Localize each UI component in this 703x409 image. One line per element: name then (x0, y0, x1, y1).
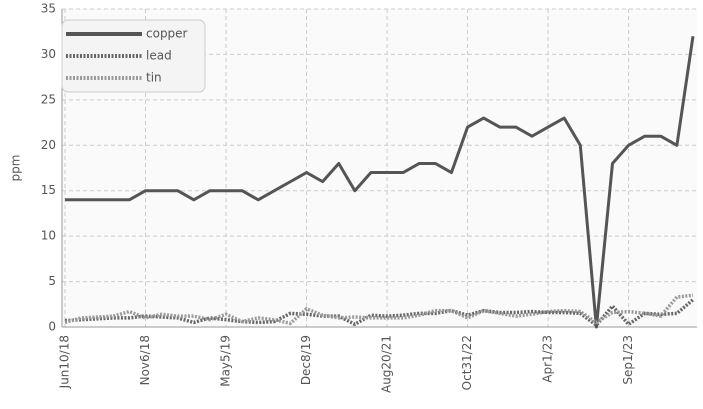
y-axis-label: ppm (9, 155, 23, 182)
line-lead (64, 298, 695, 327)
x-tick-label: Oct31/22 (460, 335, 474, 390)
line-copper (65, 36, 695, 329)
line-tin (64, 293, 694, 326)
y-tick-label: 10 (41, 229, 56, 243)
x-tick-label: May5/19 (219, 335, 233, 387)
y-tick-label: 5 (48, 274, 56, 288)
y-tick-label: 30 (41, 47, 56, 61)
legend-label: lead (146, 49, 172, 63)
x-tick-label: Apr1/23 (541, 335, 555, 383)
x-tick-label: Nov6/18 (138, 335, 152, 385)
y-tick-label: 0 (48, 320, 56, 334)
legend-label: tin (146, 71, 162, 85)
legend-label: copper (146, 27, 188, 41)
y-tick-label: 25 (41, 92, 56, 106)
x-tick-label: Dec8/19 (299, 335, 313, 385)
x-tick-label: Jun10/18 (58, 335, 72, 389)
x-tick-label: Sep1/23 (621, 335, 635, 385)
x-tick-label: Aug20/21 (380, 335, 394, 393)
y-tick-label: 15 (41, 183, 56, 197)
y-tick-label: 20 (41, 138, 56, 152)
y-tick-label: 35 (41, 2, 56, 16)
